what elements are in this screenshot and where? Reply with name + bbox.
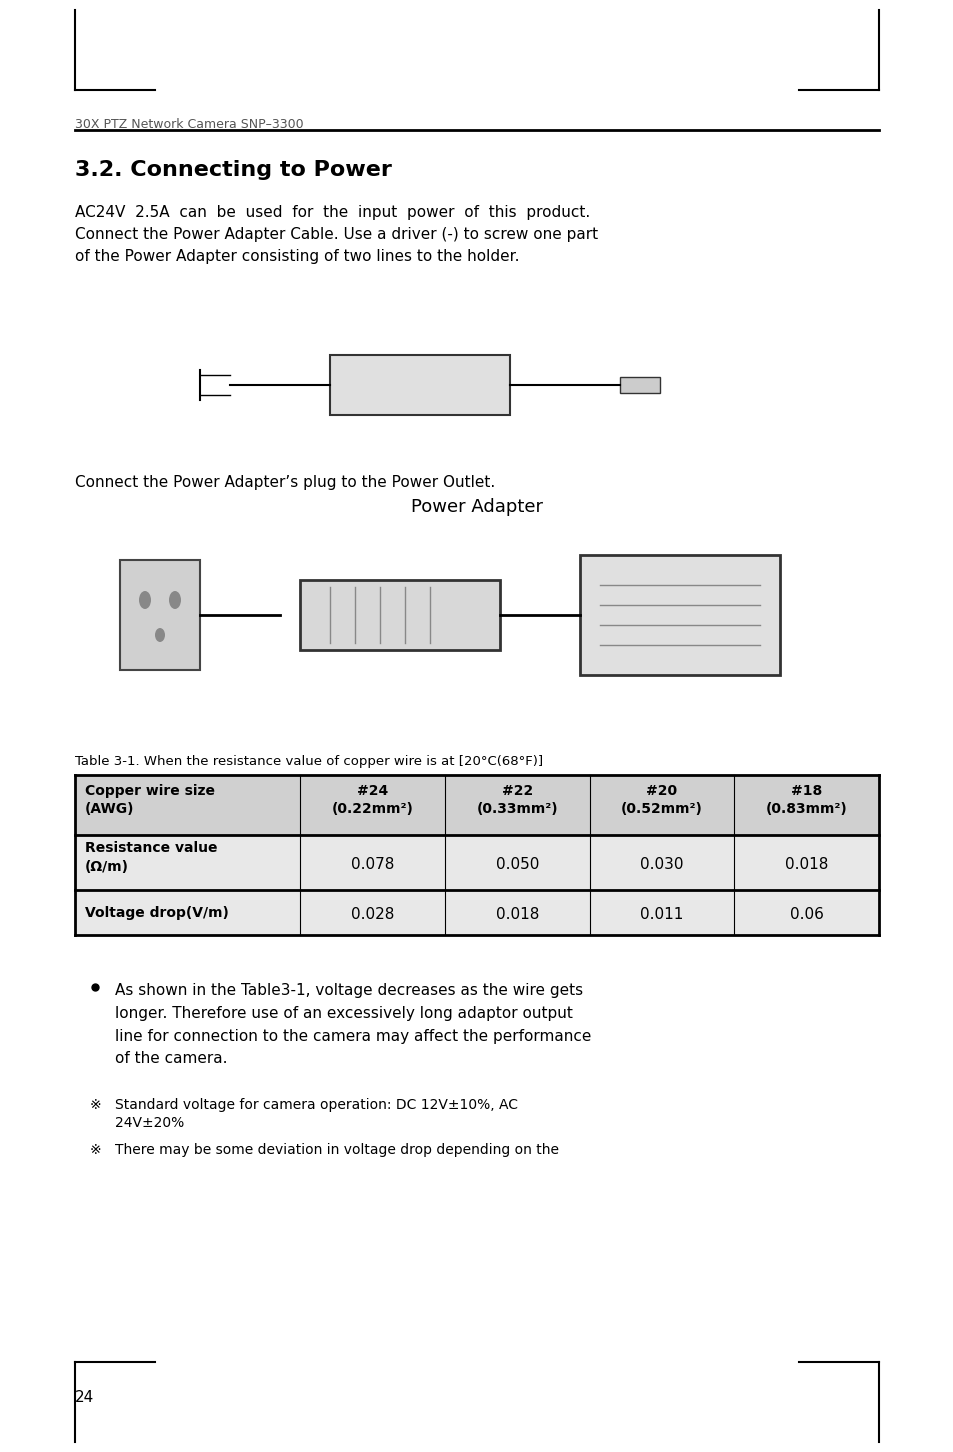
Text: Table 3-1. When the resistance value of copper wire is at [20°C(68°F)]: Table 3-1. When the resistance value of …: [75, 755, 542, 768]
Bar: [589, 835, 734, 890]
Bar: [330, 354, 510, 415]
Bar: [300, 890, 444, 935]
Bar: [734, 835, 878, 890]
Bar: [444, 890, 589, 935]
Bar: [300, 835, 444, 890]
Text: ※: ※: [90, 1143, 102, 1157]
Text: 0.030: 0.030: [639, 857, 683, 873]
Text: As shown in the Table3-1, voltage decreases as the wire gets
longer. Therefore u: As shown in the Table3-1, voltage decrea…: [115, 983, 591, 1066]
Text: #18
(0.83mm²): #18 (0.83mm²): [765, 784, 846, 816]
Text: Connect the Power Adapter’s plug to the Power Outlet.: Connect the Power Adapter’s plug to the …: [75, 475, 495, 489]
Bar: [75, 890, 300, 935]
Bar: [589, 890, 734, 935]
Text: AC24V  2.5A  can  be  used  for  the  input  power  of  this  product.
Connect t: AC24V 2.5A can be used for the input pow…: [75, 205, 598, 264]
Text: There may be some deviation in voltage drop depending on the: There may be some deviation in voltage d…: [115, 1143, 558, 1157]
Text: 3.2. Connecting to Power: 3.2. Connecting to Power: [75, 160, 392, 180]
Bar: [619, 378, 659, 393]
Bar: [75, 835, 300, 890]
Text: Voltage drop(V/m): Voltage drop(V/m): [85, 906, 229, 919]
Text: Power Adapter: Power Adapter: [411, 498, 542, 515]
Ellipse shape: [154, 629, 165, 642]
Ellipse shape: [139, 591, 151, 608]
Text: Resistance value
(Ω/m): Resistance value (Ω/m): [85, 841, 217, 874]
Text: Standard voltage for camera operation: DC 12V±10%, AC
24V±20%: Standard voltage for camera operation: D…: [115, 1098, 517, 1131]
Text: 0.028: 0.028: [351, 908, 394, 922]
Bar: [734, 775, 878, 835]
Text: Copper wire size
(AWG): Copper wire size (AWG): [85, 784, 214, 816]
Text: ※: ※: [90, 1098, 102, 1112]
Text: 30X PTZ Network Camera SNP–3300: 30X PTZ Network Camera SNP–3300: [75, 118, 303, 131]
Bar: [734, 890, 878, 935]
Text: #22
(0.33mm²): #22 (0.33mm²): [476, 784, 558, 816]
Bar: [579, 555, 780, 675]
Text: 0.018: 0.018: [784, 857, 827, 873]
Bar: [120, 560, 200, 669]
Bar: [589, 775, 734, 835]
Bar: [444, 835, 589, 890]
Text: #20
(0.52mm²): #20 (0.52mm²): [620, 784, 702, 816]
Ellipse shape: [169, 591, 181, 608]
Text: 0.050: 0.050: [495, 857, 538, 873]
Text: #24
(0.22mm²): #24 (0.22mm²): [332, 784, 413, 816]
Text: 0.078: 0.078: [351, 857, 394, 873]
Text: 0.011: 0.011: [639, 908, 683, 922]
Text: 0.018: 0.018: [495, 908, 538, 922]
Bar: [75, 775, 300, 835]
Bar: [299, 579, 499, 650]
Bar: [300, 775, 444, 835]
Text: 24: 24: [75, 1390, 94, 1406]
Bar: [444, 775, 589, 835]
Text: 0.06: 0.06: [789, 908, 822, 922]
